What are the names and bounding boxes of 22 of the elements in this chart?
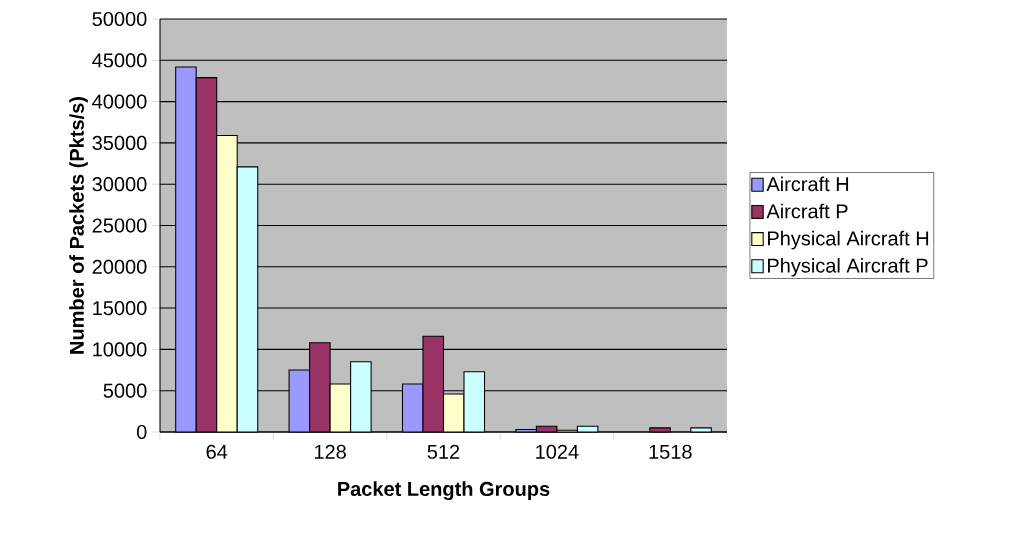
legend-label: Physical Aircraft P (768, 257, 928, 277)
y-tick-label: 20000 (92, 259, 147, 274)
y-tick-label: 5000 (103, 383, 147, 398)
x-tick-label: 1024 (536, 444, 579, 459)
y-tick-label: 10000 (93, 342, 147, 357)
legend-label: Physical Aircraft H (768, 230, 929, 250)
x-tick-label: 64 (206, 444, 228, 459)
x-tick-label: 128 (314, 444, 346, 459)
y-tick-label: 35000 (92, 135, 147, 150)
legend-label: Aircraft H (766, 176, 849, 192)
y-tick-label: 30000 (92, 177, 147, 192)
legend-label: Aircraft P (766, 203, 848, 219)
x-tick-label: 1518 (649, 444, 692, 459)
y-tick-label: 50000 (92, 11, 147, 27)
x-tick-label: 512 (427, 444, 460, 459)
y-tick-label: 40000 (92, 94, 147, 109)
y-tick-label: 25000 (92, 218, 147, 233)
y-axis-title: Number of Packets (Pkts/s) (69, 97, 88, 354)
x-axis-title: Packet Length Groups (338, 481, 550, 501)
y-tick-label: 0 (136, 424, 147, 440)
y-tick-label: 15000 (93, 301, 147, 316)
y-tick-label: 45000 (92, 53, 147, 68)
